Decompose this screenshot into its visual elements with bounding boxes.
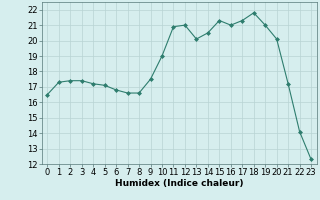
X-axis label: Humidex (Indice chaleur): Humidex (Indice chaleur): [115, 179, 244, 188]
